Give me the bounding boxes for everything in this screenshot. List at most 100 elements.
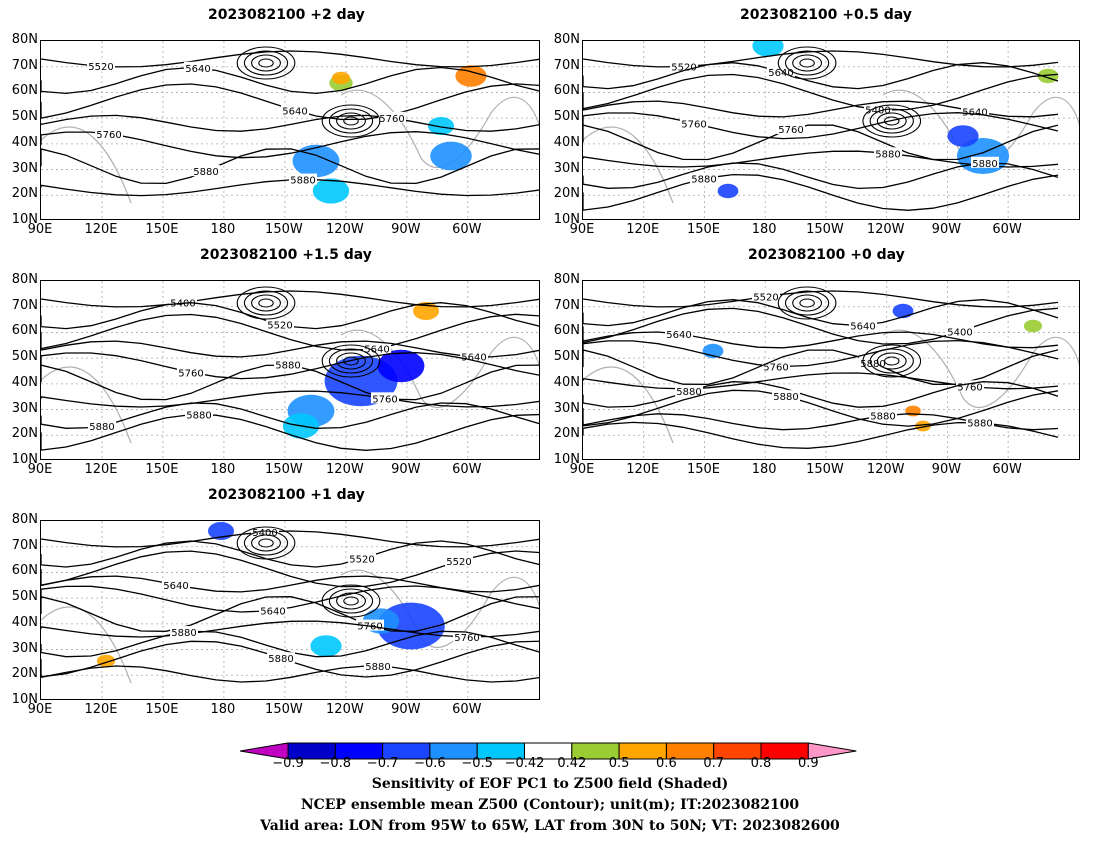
contour-label: 5760 xyxy=(778,125,803,136)
map-panel-plus2-day: 5520 5640 5640 5760 5760 5880 5880 xyxy=(40,40,540,220)
lat-tick-label: 70N xyxy=(11,57,38,73)
lat-tick-label: 80N xyxy=(11,32,38,47)
coastline xyxy=(583,89,1079,204)
lon-tick-label: 150W xyxy=(265,462,303,477)
lat-tick-label: 40N xyxy=(553,374,580,390)
sensitivity-shading xyxy=(430,141,472,171)
lon-tick-label: 120W xyxy=(326,702,364,717)
lat-tick-label: 10N xyxy=(553,212,580,227)
contour-label: 5880 xyxy=(860,359,885,370)
lon-tick-label: 150W xyxy=(806,462,844,477)
contour-label: 5640 xyxy=(768,68,793,79)
contour-label: 5520 xyxy=(349,555,374,566)
lon-tick-label: 120E xyxy=(84,702,118,717)
contour-label: 5880 xyxy=(967,419,992,430)
sensitivity-shading xyxy=(312,178,350,204)
colorbar-label: 0.6 xyxy=(656,756,677,771)
contour-label: 5760 xyxy=(681,119,706,130)
map-panel-plus15-day: 5400 5520 5640 5640 5760 5880 5760 5880 5880 xyxy=(40,280,540,460)
colorbar-label: 0.42 xyxy=(557,756,587,771)
caption-line-3: Valid area: LON from 95W to 65W, LAT fro… xyxy=(260,818,840,834)
contour-label: 5640 xyxy=(850,321,875,332)
contour-label: 5400 xyxy=(170,299,195,310)
contour-label: 5880 xyxy=(186,410,211,421)
sensitivity-shading xyxy=(331,71,351,85)
contour-label: 5760 xyxy=(178,368,203,379)
sensitivity-shading xyxy=(1023,319,1043,333)
contour-line xyxy=(41,530,539,548)
lat-tick-label: 40N xyxy=(553,134,580,150)
contour-label: 5640 xyxy=(666,330,691,341)
contour-label: 5520 xyxy=(446,557,471,568)
lon-tick-label: 90W xyxy=(931,462,962,477)
contour-label: 5760 xyxy=(454,633,479,644)
coastline xyxy=(41,569,539,684)
lat-tick-label: 60N xyxy=(11,83,38,99)
lat-tick-label: 10N xyxy=(553,452,580,467)
contour-label: 5880 xyxy=(870,412,895,423)
contour-line xyxy=(41,630,539,658)
lat-tick-label: 20N xyxy=(11,666,38,682)
sensitivity-shading xyxy=(428,117,454,135)
lat-tick-label: 60N xyxy=(11,563,38,579)
lon-tick-label: 180 xyxy=(210,702,236,717)
sensitivity-shading xyxy=(892,303,914,319)
colorbar-label: −0.8 xyxy=(319,756,352,771)
lon-tick-label: 150E xyxy=(686,462,720,477)
contour-label: 5520 xyxy=(88,62,113,73)
contour-label: 5520 xyxy=(753,292,778,303)
colorbar-label: −0.5 xyxy=(461,756,493,771)
contour-label: 5760 xyxy=(372,394,397,405)
contour-label: 5520 xyxy=(267,320,292,331)
caption-line-2: NCEP ensemble mean Z500 (Contour); unit(… xyxy=(300,797,800,813)
contour-label: 5760 xyxy=(379,114,404,125)
lon-tick-label: 60W xyxy=(992,222,1022,237)
lon-tick-label: 120W xyxy=(866,462,905,477)
lat-tick-label: 10N xyxy=(11,452,38,467)
contour-line xyxy=(41,540,539,568)
contour-line xyxy=(41,290,539,308)
colorbar-label: −0.9 xyxy=(272,756,304,771)
lon-tick-label: 150E xyxy=(686,222,720,237)
colorbar-label: −0.7 xyxy=(366,756,399,771)
contour-label: 5640 xyxy=(461,353,486,364)
lon-tick-label: 90W xyxy=(391,702,421,717)
contour-label: 5640 xyxy=(962,108,987,119)
map-panel-plus1-day: 5400 5520 5520 5640 5640 5760 5760 5880 5880 5880 xyxy=(40,520,540,700)
lat-tick-label: 50N xyxy=(11,589,38,605)
contour-label: 5880 xyxy=(365,662,390,673)
contour-line xyxy=(41,352,539,380)
lat-tick-label: 60N xyxy=(553,83,580,99)
lat-tick-label: 70N xyxy=(11,537,38,553)
lat-tick-label: 40N xyxy=(11,134,38,150)
lat-tick-label: 50N xyxy=(553,109,580,125)
lon-tick-label: 120E xyxy=(626,462,660,477)
contour-label: 5880 xyxy=(773,392,798,403)
sensitivity-shading xyxy=(915,420,931,432)
colorbar xyxy=(240,742,857,760)
contour-line xyxy=(41,179,539,197)
lat-tick-label: 30N xyxy=(11,400,38,416)
contour-label: 5880 xyxy=(290,176,315,187)
lat-tick-label: 50N xyxy=(553,349,580,365)
panel-title-plus05-day: 2023082100 +0.5 day xyxy=(740,7,912,23)
lon-tick-label: 120W xyxy=(326,462,364,477)
contour-line xyxy=(41,596,539,632)
lat-tick-label: 40N xyxy=(11,614,38,630)
sensitivity-shading xyxy=(292,144,340,178)
lat-tick-label: 40N xyxy=(11,374,38,390)
lon-tick-label: 90W xyxy=(391,462,421,477)
sensitivity-shading xyxy=(752,41,784,57)
lat-tick-label: 70N xyxy=(553,297,580,313)
lon-tick-label: 150E xyxy=(145,462,179,477)
contour-label: 5400 xyxy=(947,327,972,338)
contour-line xyxy=(583,349,1059,386)
lon-tick-label: 150W xyxy=(265,702,303,717)
sensitivity-shading xyxy=(377,349,425,383)
lat-tick-label: 20N xyxy=(553,186,580,202)
lon-tick-label: 150E xyxy=(145,222,179,237)
contour-label: 5880 xyxy=(691,175,716,186)
contour-label: 5760 xyxy=(96,130,121,141)
lat-tick-label: 30N xyxy=(11,160,38,176)
lat-tick-label: 20N xyxy=(553,426,580,442)
